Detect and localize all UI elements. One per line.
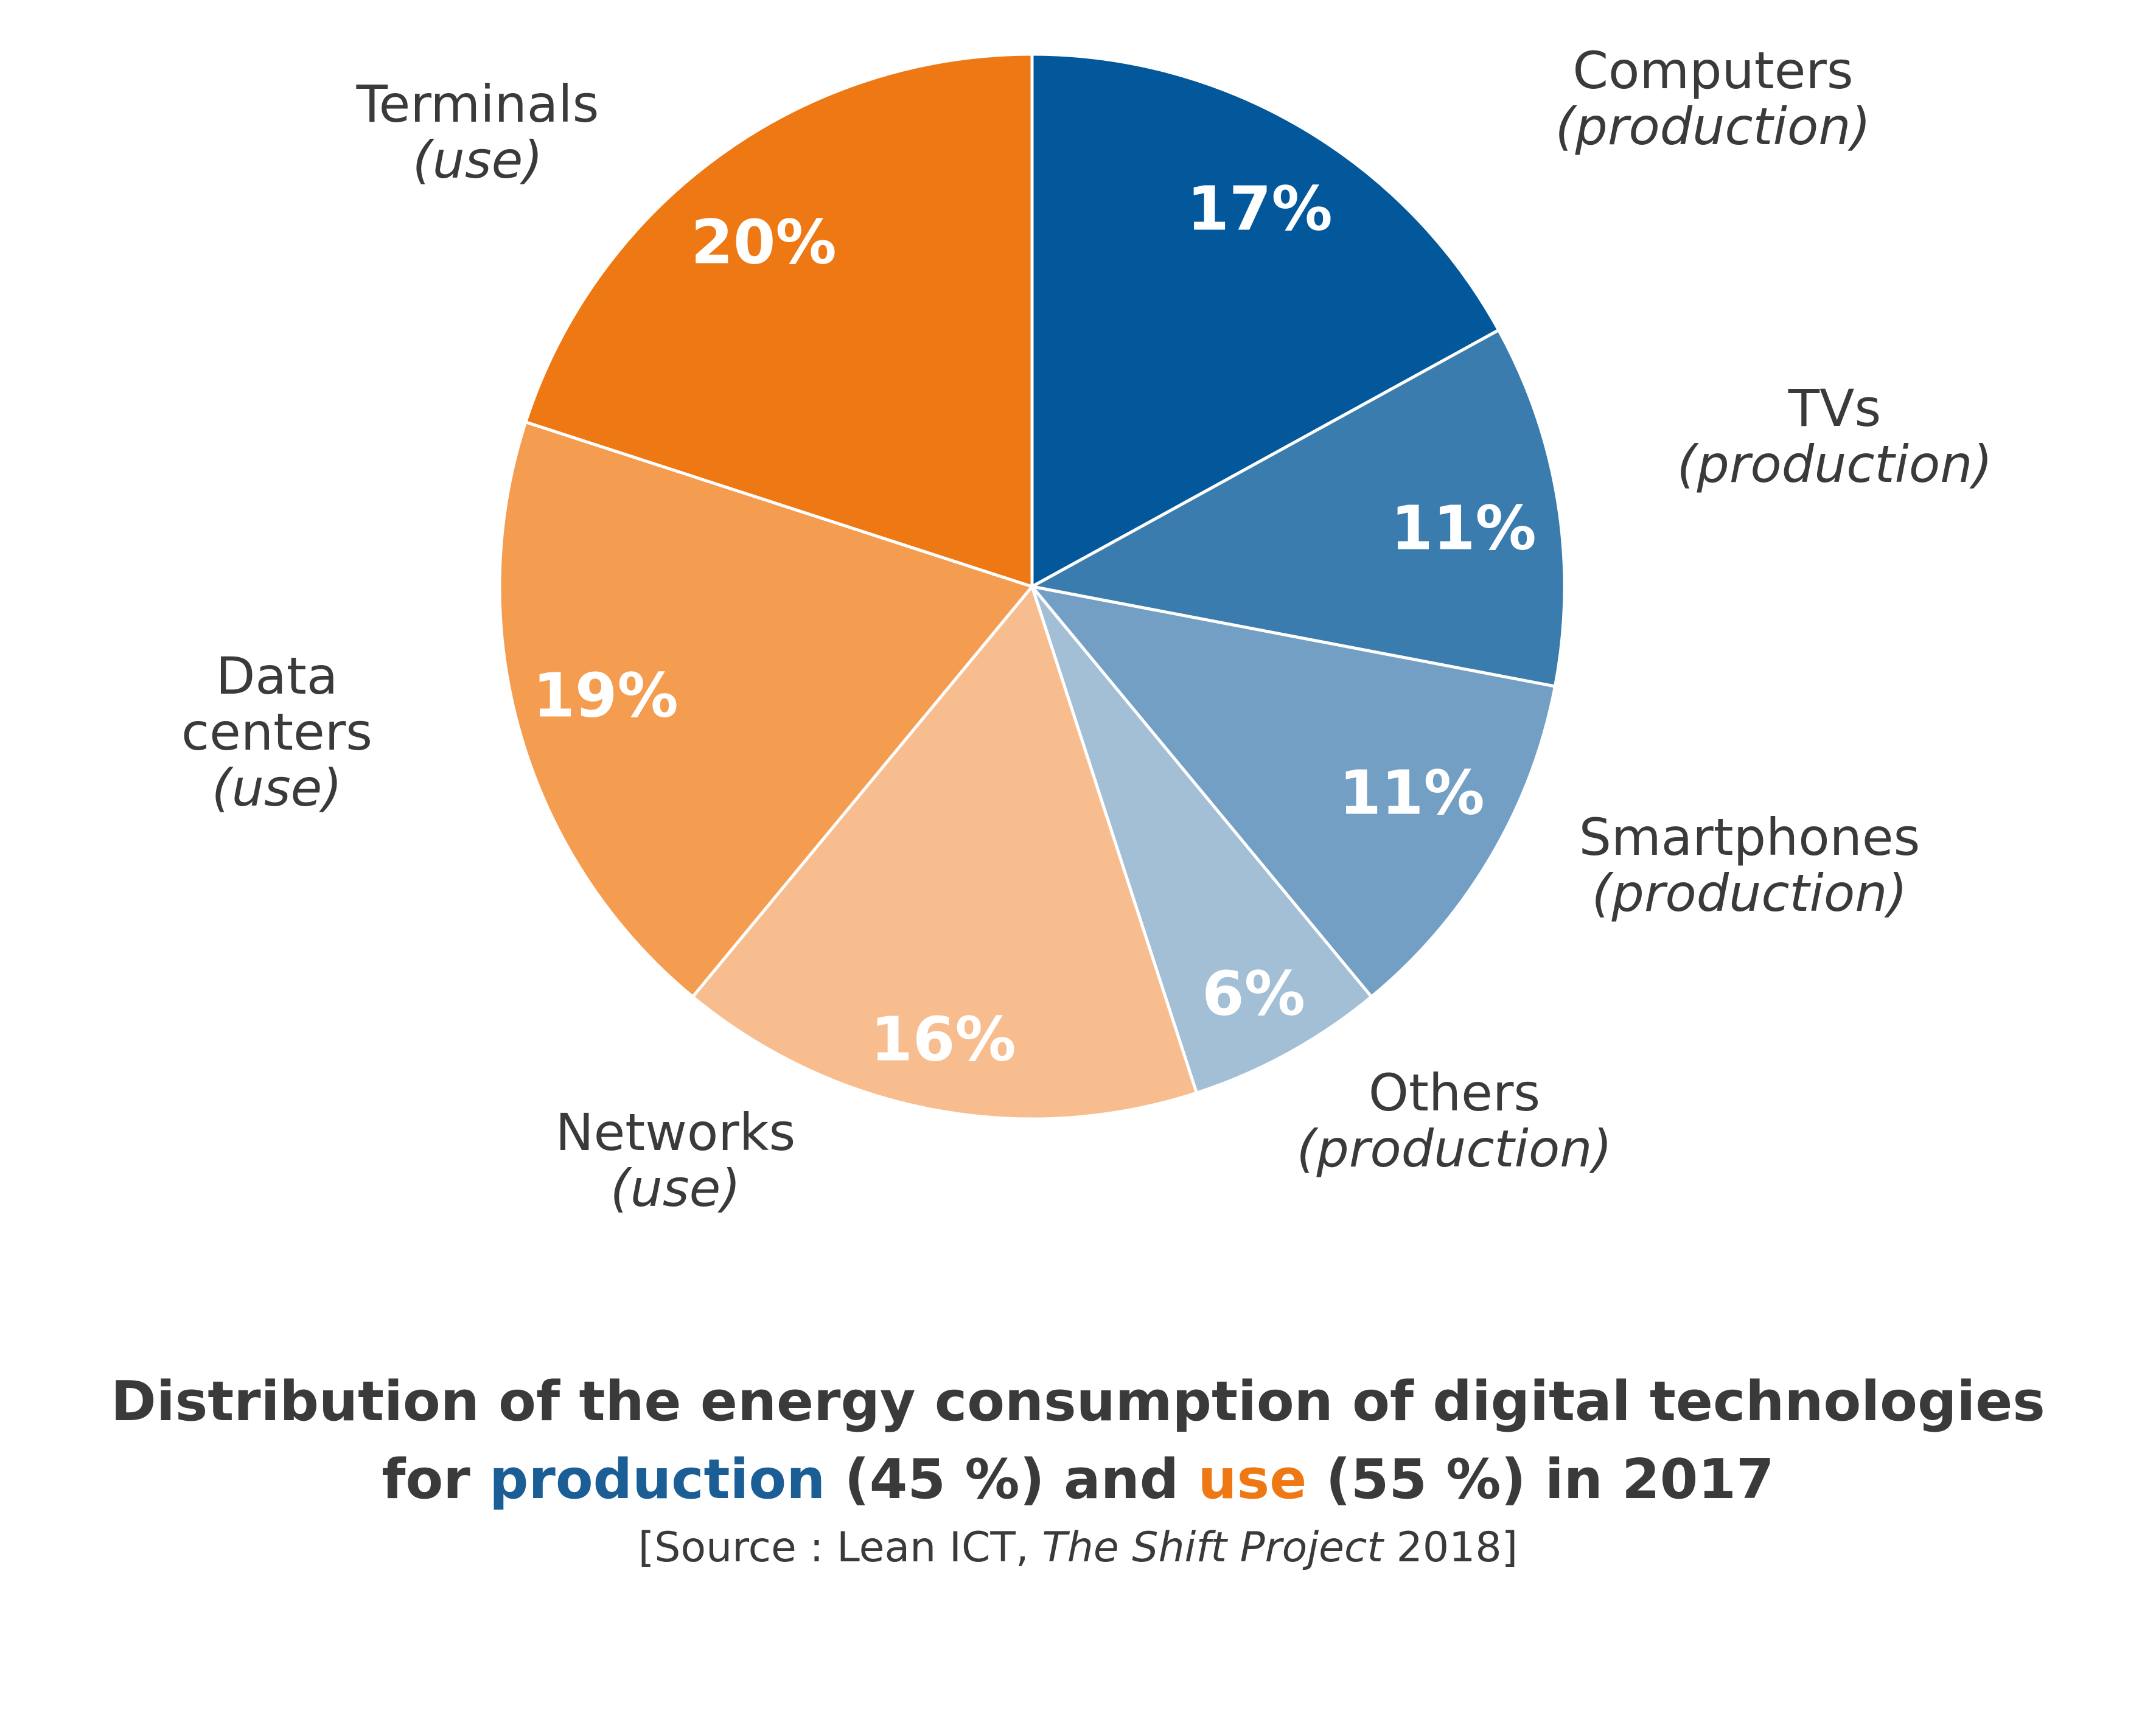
slice-value-label-terminals: 20% (691, 206, 836, 277)
slice-value-label-smartphones: 11% (1339, 757, 1484, 828)
caption-title-line-2: for production (45 %) and use (55 %) in … (382, 1448, 1774, 1511)
pie-slice-data-centers (498, 420, 1034, 998)
pie-slice-computers (1030, 52, 1501, 588)
slice-category-name: centers (181, 702, 372, 762)
slice-category-label-tvs: TVs(production) (1677, 378, 1992, 494)
slice-category-name: Terminals (356, 74, 599, 134)
slice-category-qualifier: (production) (1297, 1119, 1612, 1179)
pie-slice-terminals (524, 52, 1034, 588)
slice-category-qualifier: (use) (610, 1159, 741, 1218)
slice-category-label-terminals: Terminals(use) (356, 74, 599, 190)
pie-slice-smartphones (1030, 585, 1557, 998)
slice-category-name: Computers (1572, 41, 1853, 100)
slice-value-label-computers: 17% (1187, 173, 1332, 244)
slice-value-label-data-centers: 19% (532, 660, 678, 731)
slice-category-qualifier: (use) (212, 758, 342, 818)
caption-source-project: The Shift Project (1042, 1524, 1384, 1572)
slice-category-name: TVs (1788, 378, 1882, 438)
slice-category-label-networks: Networks(use) (556, 1103, 796, 1218)
pie-slice-tvs (1030, 329, 1566, 688)
slice-category-label-smartphones: Smartphones(production) (1579, 807, 1921, 923)
pie-slice-networks (691, 585, 1198, 1121)
slice-category-qualifier: (production) (1592, 863, 1907, 923)
caption-source: [Source : Lean ICT, The Shift Project 20… (638, 1524, 1518, 1572)
pie-slice-others (1030, 585, 1373, 1095)
slice-category-qualifier: (production) (1555, 97, 1871, 156)
pie-slices (498, 52, 1566, 1121)
caption-use-word: use (1198, 1448, 1307, 1511)
slice-value-label-tvs: 11% (1390, 492, 1536, 563)
chart-caption: Distribution of the energy consumption o… (0, 1363, 2156, 1577)
slice-value-labels: 17% 11% 11% 6% 16% 19% 20% (532, 173, 1536, 1075)
slice-category-name: Data (216, 646, 338, 706)
slice-category-name: Others (1369, 1063, 1540, 1123)
caption-production-word: production (489, 1448, 826, 1511)
slice-category-qualifier: (production) (1677, 434, 1992, 494)
slice-category-label-computers: Computers(production) (1555, 41, 1871, 156)
slice-category-qualifier: (use) (413, 130, 543, 190)
slice-category-name: Networks (556, 1103, 796, 1162)
slice-value-label-others: 6% (1202, 958, 1305, 1029)
caption-title-line-1: Distribution of the energy consumption o… (111, 1370, 2045, 1434)
slice-category-name: Smartphones (1579, 807, 1921, 867)
slice-category-labels: Computers(production)TVs(production)Smar… (181, 41, 1992, 1218)
slice-value-label-networks: 16% (870, 1003, 1016, 1075)
slice-category-label-others: Others(production) (1297, 1063, 1612, 1179)
